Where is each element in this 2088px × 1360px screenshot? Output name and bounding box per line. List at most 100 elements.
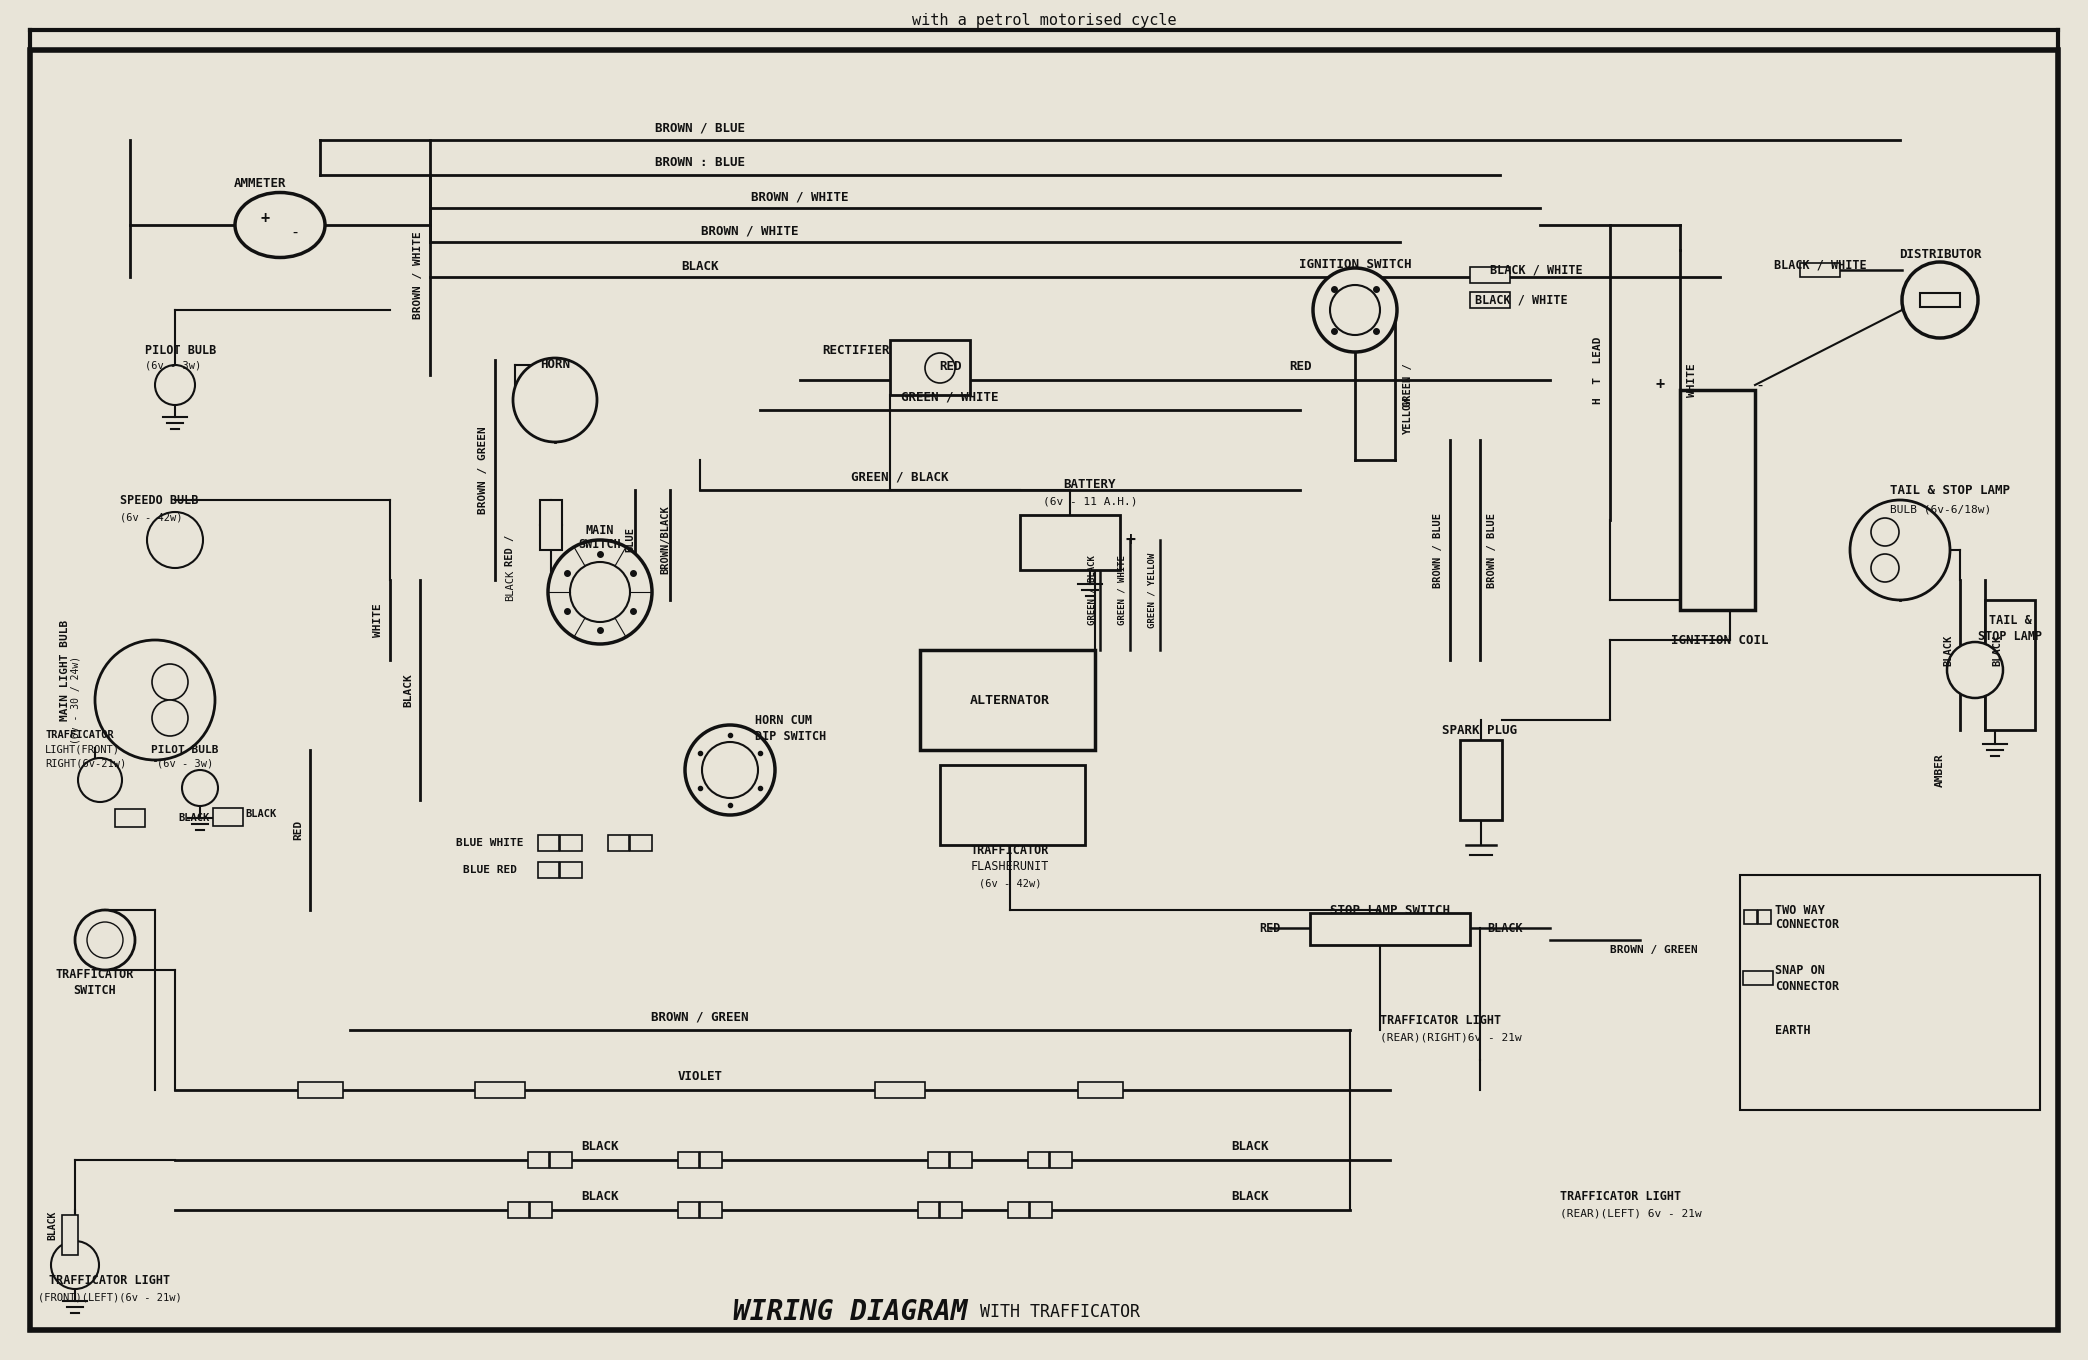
Bar: [875, 1083, 925, 1098]
Bar: [1050, 1152, 1071, 1168]
Bar: [921, 650, 1094, 749]
Bar: [1009, 1202, 1029, 1219]
Circle shape: [514, 358, 597, 442]
Circle shape: [146, 511, 203, 568]
Bar: [474, 1083, 524, 1098]
Text: SPEEDO BULB: SPEEDO BULB: [119, 494, 198, 506]
Circle shape: [685, 725, 775, 815]
Bar: [1460, 740, 1501, 820]
Text: BLACK: BLACK: [1232, 1141, 1270, 1153]
Text: BLACK / WHITE: BLACK / WHITE: [1491, 264, 1583, 276]
Bar: [940, 1202, 960, 1219]
Text: BROWN / WHITE: BROWN / WHITE: [752, 190, 848, 204]
Text: BLUE WHITE: BLUE WHITE: [457, 838, 524, 849]
Text: RED: RED: [1288, 360, 1311, 374]
Text: WIRING DIAGRAM: WIRING DIAGRAM: [733, 1297, 967, 1326]
Text: BLUE: BLUE: [624, 528, 635, 552]
Bar: [608, 835, 628, 851]
Text: BLACK: BLACK: [403, 673, 413, 707]
Text: FLASHERUNIT: FLASHERUNIT: [971, 861, 1048, 873]
Text: RED: RED: [292, 820, 303, 840]
Text: BLACK: BLACK: [580, 1190, 618, 1204]
Text: (REAR)(RIGHT)6v - 21w: (REAR)(RIGHT)6v - 21w: [1380, 1032, 1522, 1042]
Bar: [537, 862, 560, 879]
Bar: [560, 835, 580, 851]
Bar: [1986, 600, 2036, 730]
Text: PILOT BULB: PILOT BULB: [150, 745, 219, 755]
Bar: [950, 1152, 971, 1168]
Text: BLACK: BLACK: [1992, 634, 2002, 665]
Circle shape: [925, 354, 954, 384]
Text: WITH TRAFFICATOR: WITH TRAFFICATOR: [979, 1303, 1140, 1321]
Bar: [530, 1202, 551, 1219]
Text: VIOLET: VIOLET: [677, 1070, 722, 1084]
Text: +: +: [1656, 378, 1664, 393]
Bar: [699, 1202, 722, 1219]
Bar: [1800, 262, 1840, 277]
Circle shape: [1850, 500, 1950, 600]
Text: RED /: RED /: [505, 534, 516, 566]
Bar: [1309, 913, 1470, 945]
Text: +: +: [1125, 530, 1136, 549]
Text: BROWN / GREEN: BROWN / GREEN: [651, 1010, 750, 1024]
Bar: [699, 1152, 722, 1168]
Bar: [1921, 292, 1961, 307]
Text: CONNECTOR: CONNECTOR: [1775, 918, 1840, 932]
Text: (6v - 3w): (6v - 3w): [144, 360, 200, 370]
Text: GREEN / BLACK: GREEN / BLACK: [1088, 555, 1096, 626]
Text: RED: RED: [1259, 922, 1280, 934]
Text: BROWN / GREEN: BROWN / GREEN: [478, 426, 489, 514]
Bar: [1681, 390, 1756, 611]
Circle shape: [570, 562, 631, 622]
Bar: [296, 1083, 342, 1098]
Text: with a petrol motorised cycle: with a petrol motorised cycle: [912, 12, 1176, 27]
Text: RIGHT(6v-21w): RIGHT(6v-21w): [46, 758, 125, 768]
Text: GREEN / BLACK: GREEN / BLACK: [852, 471, 948, 484]
Bar: [1027, 1152, 1048, 1168]
Bar: [631, 835, 651, 851]
Text: IGNITION COIL: IGNITION COIL: [1670, 634, 1769, 646]
Bar: [549, 1152, 572, 1168]
Text: TAIL & STOP LAMP: TAIL & STOP LAMP: [1890, 484, 2011, 496]
Bar: [1470, 292, 1510, 307]
Text: BULB (6v-6/18w): BULB (6v-6/18w): [1890, 505, 1992, 515]
Text: BROWN / WHITE: BROWN / WHITE: [702, 224, 800, 238]
Circle shape: [94, 641, 215, 760]
Text: (REAR)(LEFT) 6v - 21w: (REAR)(LEFT) 6v - 21w: [1560, 1209, 1702, 1219]
Text: DISTRIBUTOR: DISTRIBUTOR: [1898, 249, 1982, 261]
Text: BROWN / WHITE: BROWN / WHITE: [413, 231, 424, 318]
Text: ALTERNATOR: ALTERNATOR: [971, 694, 1050, 706]
Text: GREEN / WHITE: GREEN / WHITE: [1117, 555, 1128, 626]
Text: (6v - 42w): (6v - 42w): [979, 879, 1042, 888]
Text: DIP SWITCH: DIP SWITCH: [756, 730, 827, 744]
Text: BLACK: BLACK: [681, 260, 718, 272]
Text: HORN CUM: HORN CUM: [756, 714, 812, 726]
Text: IGNITION SWITCH: IGNITION SWITCH: [1299, 258, 1411, 272]
Text: BLACK: BLACK: [48, 1210, 56, 1240]
Bar: [560, 862, 580, 879]
Text: GREEN /: GREEN /: [1403, 363, 1414, 407]
Bar: [63, 1214, 77, 1255]
Text: BLACK: BLACK: [1487, 922, 1522, 934]
Bar: [1077, 1083, 1123, 1098]
Text: STOP LAMP: STOP LAMP: [1977, 631, 2042, 643]
Text: STOP LAMP SWITCH: STOP LAMP SWITCH: [1330, 903, 1449, 917]
Circle shape: [152, 664, 188, 700]
Text: YELLOW: YELLOW: [1403, 396, 1414, 434]
Text: BROWN / GREEN: BROWN / GREEN: [1610, 945, 1698, 955]
Bar: [1743, 971, 1773, 985]
Text: GREEN / YELLOW: GREEN / YELLOW: [1148, 552, 1157, 627]
Circle shape: [152, 700, 188, 736]
Text: (6v - 30 / 24w): (6v - 30 / 24w): [71, 656, 79, 744]
Circle shape: [77, 758, 121, 802]
Text: WHITE: WHITE: [1687, 363, 1698, 397]
Bar: [507, 1202, 528, 1219]
Text: BROWN / BLUE: BROWN / BLUE: [1432, 513, 1443, 588]
Text: SWITCH: SWITCH: [578, 539, 622, 552]
Text: -: -: [1756, 378, 1764, 393]
Text: BLACK: BLACK: [1944, 634, 1952, 665]
Text: CONNECTOR: CONNECTOR: [1775, 981, 1840, 994]
Circle shape: [1313, 268, 1397, 352]
Text: BLACK / WHITE: BLACK / WHITE: [1773, 258, 1867, 272]
Bar: [537, 835, 560, 851]
